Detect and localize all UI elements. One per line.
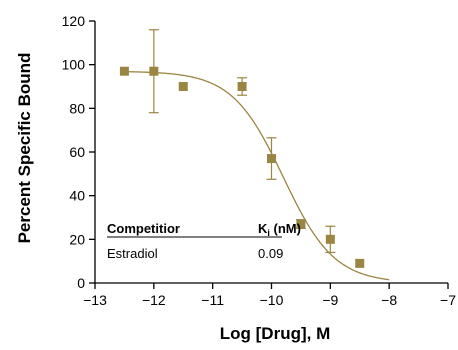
x-tick-label: −12 [142, 292, 166, 308]
y-tick-label: 20 [69, 231, 85, 247]
table-header-competitor: Competitior [107, 221, 180, 236]
x-axis-label: Log [Drug], M [220, 324, 330, 343]
fit-curve-group [124, 70, 390, 281]
y-axis-ticks: 0 20 40 60 80 100 120 [62, 13, 95, 291]
x-tick-label: −9 [322, 292, 338, 308]
inset-table: Competitior Ki (nM) Estradiol 0.09 [107, 221, 301, 261]
x-tick-label: −10 [260, 292, 284, 308]
data-points [119, 29, 365, 268]
data-point [119, 66, 129, 76]
table-cell-ki: 0.09 [258, 246, 283, 261]
y-axis-label: Percent Specific Bound [15, 53, 34, 244]
y-tick-label: 100 [62, 57, 86, 73]
data-point [149, 66, 159, 76]
x-tick-label: −8 [381, 292, 397, 308]
y-tick-label: 40 [69, 188, 85, 204]
data-point [355, 258, 365, 268]
y-tick-label: 60 [69, 144, 85, 160]
x-tick-label: −11 [201, 292, 224, 308]
x-tick-label: −13 [83, 292, 107, 308]
data-point [296, 219, 306, 229]
data-point [237, 82, 247, 91]
x-tick-label: −7 [440, 292, 456, 308]
y-tick-label: 80 [69, 100, 85, 116]
data-point [267, 154, 276, 164]
table-cell-competitor: Estradiol [107, 246, 158, 261]
fit-curve [124, 70, 390, 281]
y-tick-label: 120 [62, 13, 86, 29]
x-axis-ticks: −13 −12 −11 −10 −9 −8 −7 [83, 283, 456, 308]
data-point [178, 82, 188, 91]
y-tick-label: 0 [77, 275, 85, 291]
table-header-ki: Ki (nM) [258, 221, 301, 238]
data-point [325, 234, 335, 244]
